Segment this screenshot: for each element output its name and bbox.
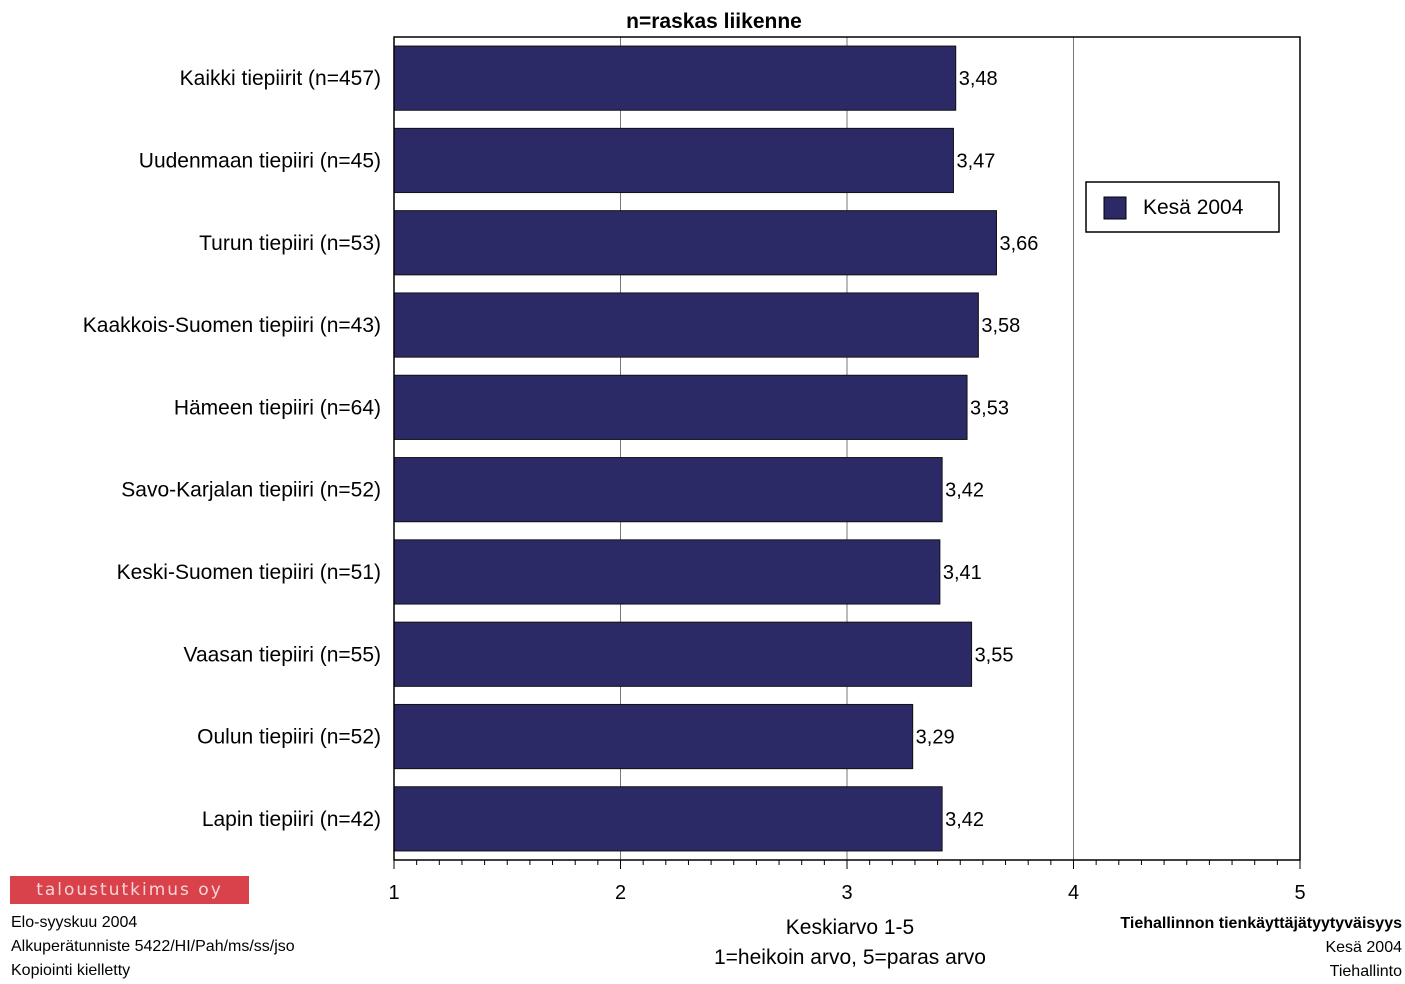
bar <box>393 703 914 770</box>
footer-right: Tiehallinnon tienkäyttäjätyytyväisyys Ke… <box>1120 912 1402 984</box>
bar <box>393 457 943 523</box>
value-label: 3,66 <box>999 233 1038 255</box>
bar <box>393 127 954 194</box>
x-axis-label-line-2: 1=heikoin arvo, 5=paras arvo <box>714 946 986 969</box>
value-label: 3,41 <box>943 562 982 584</box>
x-tick-label: 1 <box>388 882 399 904</box>
value-label: 3,42 <box>945 809 984 831</box>
category-label: Vaasan tiepiiri (n=55) <box>184 643 381 666</box>
bar <box>393 539 941 605</box>
chart-title: n=raskas liikenne <box>626 10 802 33</box>
category-labels: Kaikki tiepiirit (n=457) Uudenmaan tiepii… <box>83 67 381 831</box>
footer-organization: Tiehallinto <box>1329 963 1402 980</box>
category-label: Uudenmaan tiepiiri (n=45) <box>139 149 381 172</box>
legend-label: Kesä 2004 <box>1143 196 1244 219</box>
category-label: Savo-Karjalan tiepiiri (n=52) <box>121 479 381 502</box>
bar <box>393 621 973 687</box>
category-label: Oulun tiepiiri (n=52) <box>197 726 381 749</box>
category-label: Turun tiepiiri (n=53) <box>199 232 381 255</box>
x-tick-label: 5 <box>1294 882 1305 904</box>
bar <box>393 292 979 358</box>
x-tick-label: 2 <box>615 882 626 904</box>
category-label: Kaikki tiepiirit (n=457) <box>180 67 381 90</box>
value-label: 3,58 <box>981 315 1020 337</box>
footer-season: Kesä 2004 <box>1325 939 1402 956</box>
footer-copy-notice: Kopiointi kielletty <box>11 962 131 979</box>
value-label: 3,48 <box>959 68 998 90</box>
bar <box>393 45 957 111</box>
value-label: 3,53 <box>970 397 1009 419</box>
footer-left: Elo-syyskuu 2004 Alkuperätunniste 5422/H… <box>11 911 295 983</box>
x-tick-label: 3 <box>841 882 852 904</box>
taloustutkimus-logo: taloustutkimus oy <box>10 876 249 904</box>
bar <box>393 786 943 852</box>
category-label: Kaakkois-Suomen tiepiiri (n=43) <box>83 314 381 337</box>
category-label: Lapin tiepiiri (n=42) <box>202 808 381 831</box>
value-label: 3,47 <box>956 150 995 172</box>
footer-date: Elo-syyskuu 2004 <box>11 914 138 931</box>
x-axis: 1 2 3 4 5 <box>388 860 1306 904</box>
bars <box>393 45 997 852</box>
value-label: 3,29 <box>916 727 955 749</box>
footer-reference: Alkuperätunniste 5422/HI/Pah/ms/ss/jso <box>11 938 295 955</box>
category-label: Hämeen tiepiiri (n=64) <box>174 396 381 419</box>
footer-survey-title: Tiehallinnon tienkäyttäjätyytyväisyys <box>1120 915 1402 932</box>
x-tick-label: 4 <box>1068 882 1079 904</box>
legend: Kesä 2004 <box>1085 181 1280 233</box>
value-label: 3,55 <box>975 644 1014 666</box>
value-label: 3,42 <box>945 480 984 502</box>
category-label: Keski-Suomen tiepiiri (n=51) <box>117 561 381 584</box>
bar <box>393 210 997 276</box>
x-axis-label-line-1: Keskiarvo 1-5 <box>786 916 914 939</box>
value-labels: 3,48 3,47 3,66 3,58 3,53 3,42 3,41 3,55 3,29 3,42 <box>916 68 1039 831</box>
bar <box>393 374 968 440</box>
legend-swatch <box>1103 196 1127 220</box>
